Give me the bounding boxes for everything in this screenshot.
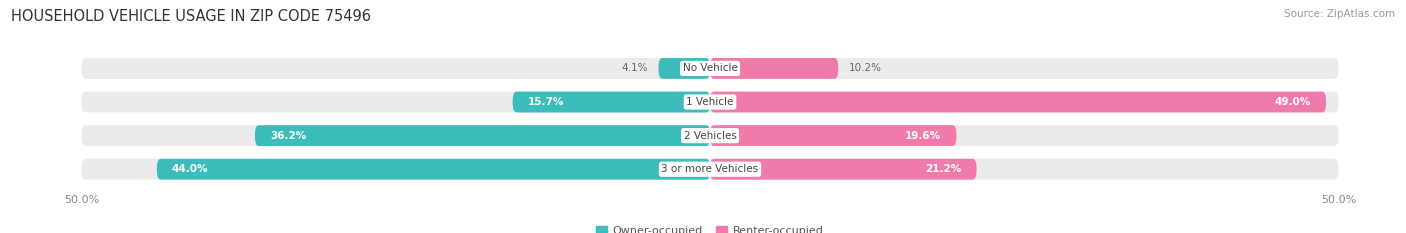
FancyBboxPatch shape: [82, 92, 1339, 113]
Text: 10.2%: 10.2%: [848, 63, 882, 73]
FancyBboxPatch shape: [710, 125, 956, 146]
Text: Source: ZipAtlas.com: Source: ZipAtlas.com: [1284, 9, 1395, 19]
FancyBboxPatch shape: [254, 125, 710, 146]
Text: 44.0%: 44.0%: [172, 164, 208, 174]
Text: 19.6%: 19.6%: [905, 131, 942, 141]
Text: 15.7%: 15.7%: [527, 97, 564, 107]
FancyBboxPatch shape: [710, 92, 1326, 113]
Text: 49.0%: 49.0%: [1275, 97, 1310, 107]
Text: 3 or more Vehicles: 3 or more Vehicles: [661, 164, 759, 174]
FancyBboxPatch shape: [157, 159, 710, 180]
FancyBboxPatch shape: [82, 159, 1339, 180]
FancyBboxPatch shape: [82, 58, 1339, 79]
FancyBboxPatch shape: [513, 92, 710, 113]
Text: HOUSEHOLD VEHICLE USAGE IN ZIP CODE 75496: HOUSEHOLD VEHICLE USAGE IN ZIP CODE 7549…: [11, 9, 371, 24]
FancyBboxPatch shape: [710, 159, 977, 180]
FancyBboxPatch shape: [658, 58, 710, 79]
Text: 1 Vehicle: 1 Vehicle: [686, 97, 734, 107]
FancyBboxPatch shape: [710, 58, 838, 79]
Text: 21.2%: 21.2%: [925, 164, 962, 174]
FancyBboxPatch shape: [82, 125, 1339, 146]
Text: No Vehicle: No Vehicle: [682, 63, 738, 73]
Text: 4.1%: 4.1%: [621, 63, 648, 73]
Legend: Owner-occupied, Renter-occupied: Owner-occupied, Renter-occupied: [592, 221, 828, 233]
Text: 2 Vehicles: 2 Vehicles: [683, 131, 737, 141]
Text: 36.2%: 36.2%: [270, 131, 307, 141]
